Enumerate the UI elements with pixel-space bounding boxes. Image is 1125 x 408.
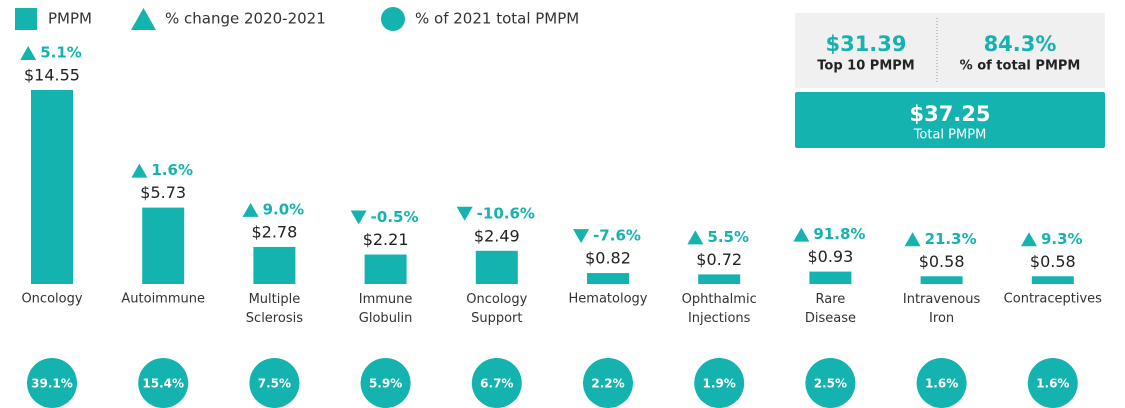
- change-label: -7.6%: [593, 227, 641, 245]
- share-label: 5.9%: [369, 377, 402, 391]
- share-circle: [1027, 358, 1078, 408]
- legend-swatch: [381, 7, 405, 31]
- total-value: $37.25: [909, 102, 990, 126]
- value-label: $5.73: [140, 183, 186, 202]
- summary-caption: % of total PMPM: [960, 59, 1081, 74]
- value-label: $0.58: [919, 252, 965, 271]
- change-arrow: [904, 232, 921, 247]
- value-label: $14.55: [24, 66, 80, 85]
- share-label: 6.7%: [480, 377, 513, 391]
- share-label: 7.5%: [258, 377, 291, 391]
- bar: [587, 273, 629, 284]
- change-label: 1.6%: [151, 161, 193, 179]
- value-label: $2.78: [251, 222, 297, 241]
- legend-swatch: [131, 8, 156, 30]
- x-tick-label: Ophthalmic Injections: [682, 292, 757, 326]
- value-label: $0.72: [696, 250, 742, 269]
- x-tick-label: Immune Globulin: [359, 292, 413, 326]
- x-tick-label: Oncology: [21, 292, 82, 307]
- share-circle: [249, 358, 300, 408]
- change-label: 21.3%: [925, 230, 977, 248]
- change-arrow: [242, 202, 259, 217]
- share-circle: [694, 358, 745, 408]
- change-label: -0.5%: [371, 208, 419, 226]
- x-tick-label: Intravenous Iron: [903, 292, 981, 326]
- summary-value: $31.39: [825, 32, 906, 56]
- change-arrow: [1020, 232, 1037, 247]
- change-label: 5.1%: [40, 44, 82, 62]
- total-box: [795, 92, 1105, 148]
- summary-caption: Top 10 PMPM: [817, 59, 914, 74]
- value-label: $0.82: [585, 249, 631, 268]
- x-tick-label: Contraceptives: [1004, 292, 1102, 307]
- bar: [475, 250, 518, 284]
- share-circle: [916, 358, 967, 408]
- share-circle: [805, 358, 856, 408]
- bar: [31, 90, 73, 284]
- bar: [698, 274, 741, 284]
- bar: [253, 246, 296, 284]
- value-label: $0.58: [1030, 252, 1076, 271]
- change-arrow: [131, 163, 148, 178]
- share-label: 1.9%: [703, 377, 736, 391]
- legend-swatch: [15, 8, 37, 30]
- bar: [1031, 276, 1074, 284]
- x-tick-label: Multiple Sclerosis: [246, 292, 303, 326]
- share-circle: [27, 358, 77, 408]
- summary-box: [795, 13, 1105, 88]
- change-arrow: [20, 46, 37, 60]
- change-label: 5.5%: [707, 228, 749, 246]
- share-circle: [583, 358, 633, 408]
- share-circle: [360, 358, 411, 408]
- value-label: $2.49: [474, 226, 520, 245]
- share-label: 2.2%: [591, 377, 624, 391]
- value-label: $2.21: [363, 230, 409, 249]
- change-label: 91.8%: [813, 225, 865, 243]
- x-tick-label: Oncology Support: [466, 292, 527, 326]
- value-label: $0.93: [807, 247, 853, 266]
- share-circle: [471, 358, 522, 408]
- share-label: 1.6%: [925, 377, 958, 391]
- share-label: 2.5%: [814, 377, 847, 391]
- legend-label: % of 2021 total PMPM: [415, 10, 579, 28]
- change-label: -10.6%: [477, 204, 535, 222]
- change-arrow: [687, 230, 704, 245]
- change-label: 9.0%: [263, 200, 305, 218]
- share-label: 15.4%: [142, 377, 184, 391]
- total-caption: Total PMPM: [913, 128, 987, 143]
- share-label: 39.1%: [31, 377, 73, 391]
- change-arrow: [793, 227, 810, 242]
- bar: [364, 254, 407, 284]
- bar: [142, 207, 185, 284]
- x-tick-label: Autoimmune: [121, 292, 205, 307]
- bar: [920, 276, 963, 284]
- change-arrow: [350, 210, 367, 225]
- share-label: 1.6%: [1036, 377, 1069, 391]
- change-arrow: [456, 206, 473, 221]
- summary-value: 84.3%: [984, 32, 1057, 56]
- bar: [809, 271, 852, 284]
- change-arrow: [573, 229, 590, 244]
- legend-label: PMPM: [48, 10, 92, 28]
- x-tick-label: Rare Disease: [805, 292, 856, 326]
- change-label: 9.3%: [1041, 230, 1083, 248]
- share-circle: [138, 358, 189, 408]
- legend-label: % change 2020-2021: [165, 10, 326, 28]
- x-tick-label: Hematology: [569, 292, 648, 307]
